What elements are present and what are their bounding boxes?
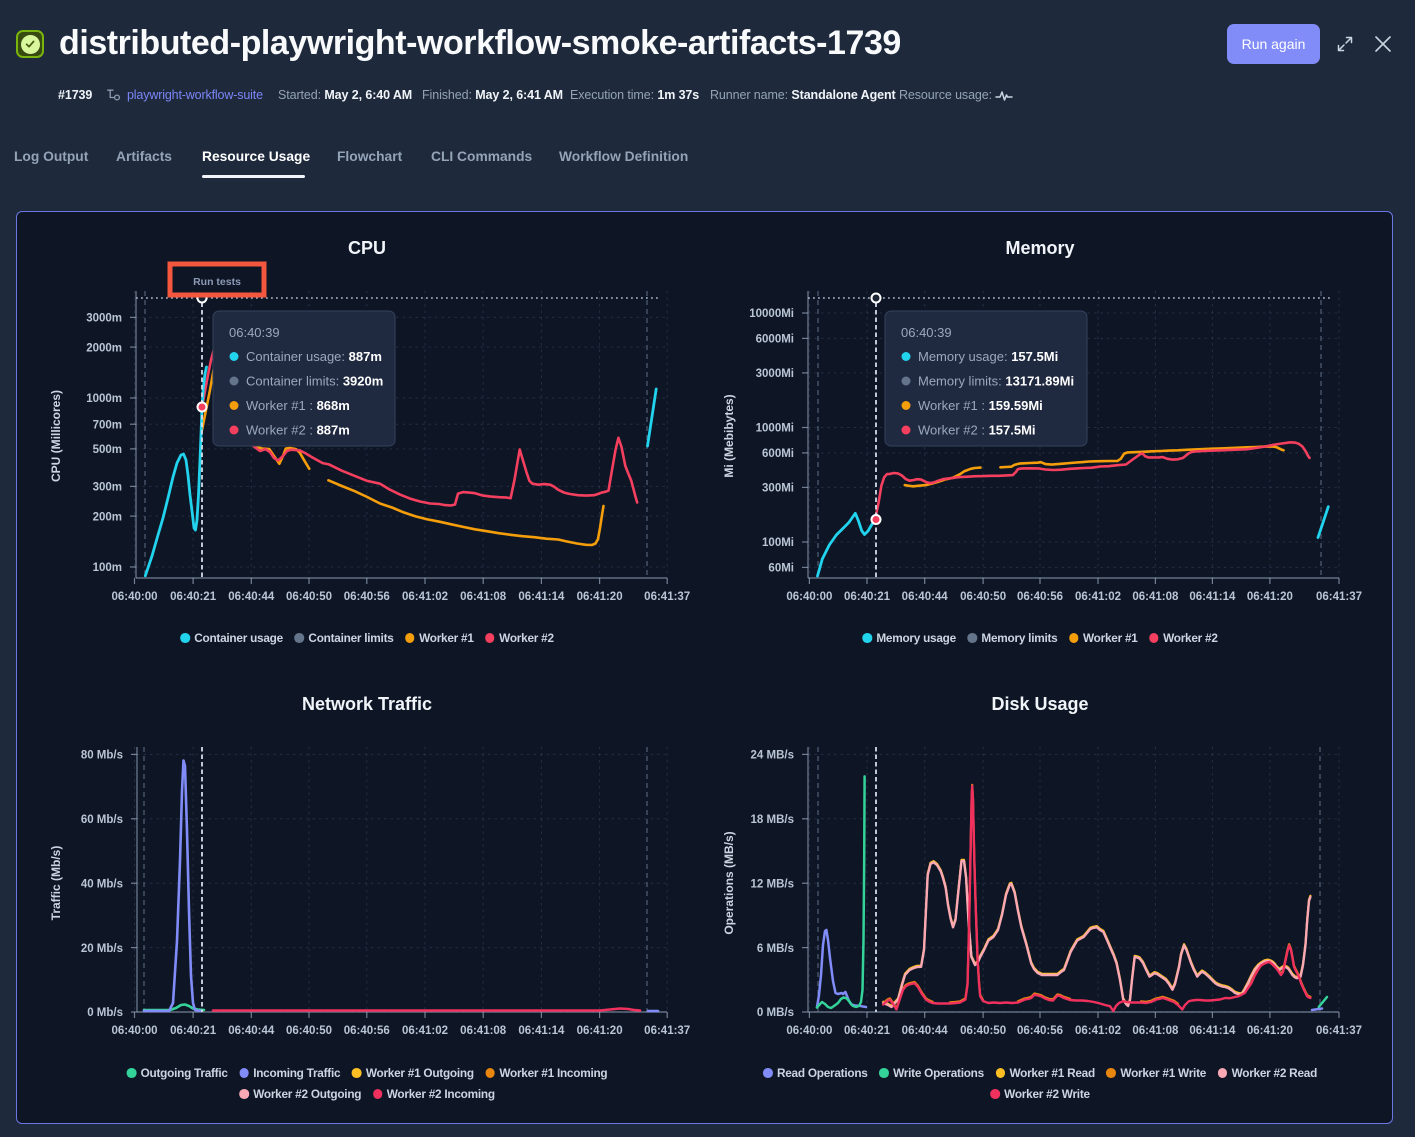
svg-text:6 MB/s: 6 MB/s <box>757 943 794 955</box>
svg-text:06:40:56: 06:40:56 <box>344 591 390 603</box>
svg-text:06:40:44: 06:40:44 <box>228 591 275 603</box>
svg-text:06:41:14: 06:41:14 <box>518 591 565 603</box>
svg-text:300Mi: 300Mi <box>762 483 794 495</box>
svg-text:06:40:50: 06:40:50 <box>960 1025 1006 1037</box>
svg-text:Traffic (Mb/s): Traffic (Mb/s) <box>49 846 63 921</box>
svg-text:06:40:56: 06:40:56 <box>1017 1025 1063 1037</box>
svg-text:3000Mi: 3000Mi <box>756 368 794 380</box>
svg-text:06:41:20: 06:41:20 <box>577 1025 623 1037</box>
svg-text:0 MB/s: 0 MB/s <box>757 1007 794 1019</box>
svg-text:06:40:21: 06:40:21 <box>170 1025 217 1037</box>
svg-text:1000Mi: 1000Mi <box>756 423 794 435</box>
svg-text:Memory: Memory <box>1005 238 1074 258</box>
svg-text:Memory usage: 157.5Mi: Memory usage: 157.5Mi <box>918 349 1058 364</box>
svg-text:Network Traffic: Network Traffic <box>302 694 432 714</box>
svg-text:06:40:39: 06:40:39 <box>229 325 280 340</box>
svg-text:06:41:37: 06:41:37 <box>644 1025 690 1037</box>
svg-text:700m: 700m <box>93 419 122 431</box>
svg-text:100Mi: 100Mi <box>762 537 794 549</box>
svg-text:06:40:39: 06:40:39 <box>901 325 952 340</box>
svg-text:CPU: CPU <box>348 238 386 258</box>
svg-text:06:41:08: 06:41:08 <box>460 591 507 603</box>
svg-text:06:41:20: 06:41:20 <box>1247 591 1293 603</box>
svg-text:06:41:20: 06:41:20 <box>1247 1025 1293 1037</box>
svg-text:06:41:02: 06:41:02 <box>402 1025 448 1037</box>
svg-text:6000Mi: 6000Mi <box>756 334 794 346</box>
svg-text:06:41:14: 06:41:14 <box>1189 1025 1236 1037</box>
svg-text:06:41:37: 06:41:37 <box>644 591 690 603</box>
svg-text:600Mi: 600Mi <box>762 448 794 460</box>
svg-text:200m: 200m <box>93 511 122 523</box>
svg-text:06:40:44: 06:40:44 <box>902 591 949 603</box>
svg-text:06:41:14: 06:41:14 <box>1189 591 1236 603</box>
svg-text:06:41:37: 06:41:37 <box>1316 591 1362 603</box>
svg-text:06:40:44: 06:40:44 <box>228 1025 275 1037</box>
svg-text:06:41:02: 06:41:02 <box>1075 1025 1121 1037</box>
svg-text:Container usage: 887m: Container usage: 887m <box>246 349 382 364</box>
svg-text:Worker #1 : 868m: Worker #1 : 868m <box>246 398 350 413</box>
svg-text:Disk Usage: Disk Usage <box>991 694 1088 714</box>
svg-text:06:40:00: 06:40:00 <box>111 591 157 603</box>
svg-text:60 Mb/s: 60 Mb/s <box>81 814 123 826</box>
svg-text:06:40:50: 06:40:50 <box>286 591 332 603</box>
svg-text:06:40:44: 06:40:44 <box>902 1025 949 1037</box>
svg-text:Memory limits: 13171.89Mi: Memory limits: 13171.89Mi <box>918 374 1074 389</box>
svg-text:06:41:08: 06:41:08 <box>1132 1025 1179 1037</box>
svg-text:Worker #2 : 157.5Mi: Worker #2 : 157.5Mi <box>918 423 1036 438</box>
svg-text:12 MB/s: 12 MB/s <box>751 878 794 890</box>
svg-text:06:41:14: 06:41:14 <box>518 1025 565 1037</box>
svg-text:06:40:50: 06:40:50 <box>960 591 1006 603</box>
svg-text:Mi (Mebibytes): Mi (Mebibytes) <box>722 394 736 477</box>
svg-text:06:40:00: 06:40:00 <box>786 1025 832 1037</box>
svg-text:300m: 300m <box>93 482 122 494</box>
svg-text:06:40:56: 06:40:56 <box>1017 591 1063 603</box>
svg-text:06:40:56: 06:40:56 <box>344 1025 390 1037</box>
svg-text:06:40:21: 06:40:21 <box>170 591 217 603</box>
svg-text:80 Mb/s: 80 Mb/s <box>81 750 123 762</box>
svg-text:06:40:21: 06:40:21 <box>844 591 891 603</box>
svg-text:2000m: 2000m <box>86 342 122 354</box>
svg-text:06:41:37: 06:41:37 <box>1316 1025 1362 1037</box>
svg-text:06:40:00: 06:40:00 <box>786 591 832 603</box>
svg-text:Operations (MB/s): Operations (MB/s) <box>722 831 736 934</box>
svg-text:06:41:08: 06:41:08 <box>1132 591 1179 603</box>
svg-text:18 MB/s: 18 MB/s <box>751 814 794 826</box>
svg-text:3000m: 3000m <box>86 313 122 325</box>
svg-text:20 Mb/s: 20 Mb/s <box>81 943 123 955</box>
svg-text:06:41:02: 06:41:02 <box>1075 591 1121 603</box>
svg-text:Worker #1 : 159.59Mi: Worker #1 : 159.59Mi <box>918 398 1043 413</box>
svg-text:0 Mb/s: 0 Mb/s <box>87 1007 123 1019</box>
svg-text:Container limits: 3920m: Container limits: 3920m <box>246 374 383 389</box>
svg-text:100m: 100m <box>93 562 122 574</box>
svg-text:500m: 500m <box>93 444 122 456</box>
svg-text:24 MB/s: 24 MB/s <box>751 750 794 762</box>
svg-text:40 Mb/s: 40 Mb/s <box>81 878 123 890</box>
svg-text:60Mi: 60Mi <box>768 563 794 575</box>
svg-text:06:41:20: 06:41:20 <box>577 591 623 603</box>
svg-text:Worker #2 : 887m: Worker #2 : 887m <box>246 423 350 438</box>
svg-text:1000m: 1000m <box>86 393 122 405</box>
svg-text:06:40:21: 06:40:21 <box>844 1025 891 1037</box>
svg-text:06:40:50: 06:40:50 <box>286 1025 332 1037</box>
svg-text:Run tests: Run tests <box>193 276 241 288</box>
svg-text:CPU (Millicores): CPU (Millicores) <box>49 390 63 482</box>
svg-text:06:41:08: 06:41:08 <box>460 1025 507 1037</box>
svg-text:06:41:02: 06:41:02 <box>402 591 448 603</box>
svg-text:06:40:00: 06:40:00 <box>111 1025 157 1037</box>
svg-text:10000Mi: 10000Mi <box>749 308 794 320</box>
